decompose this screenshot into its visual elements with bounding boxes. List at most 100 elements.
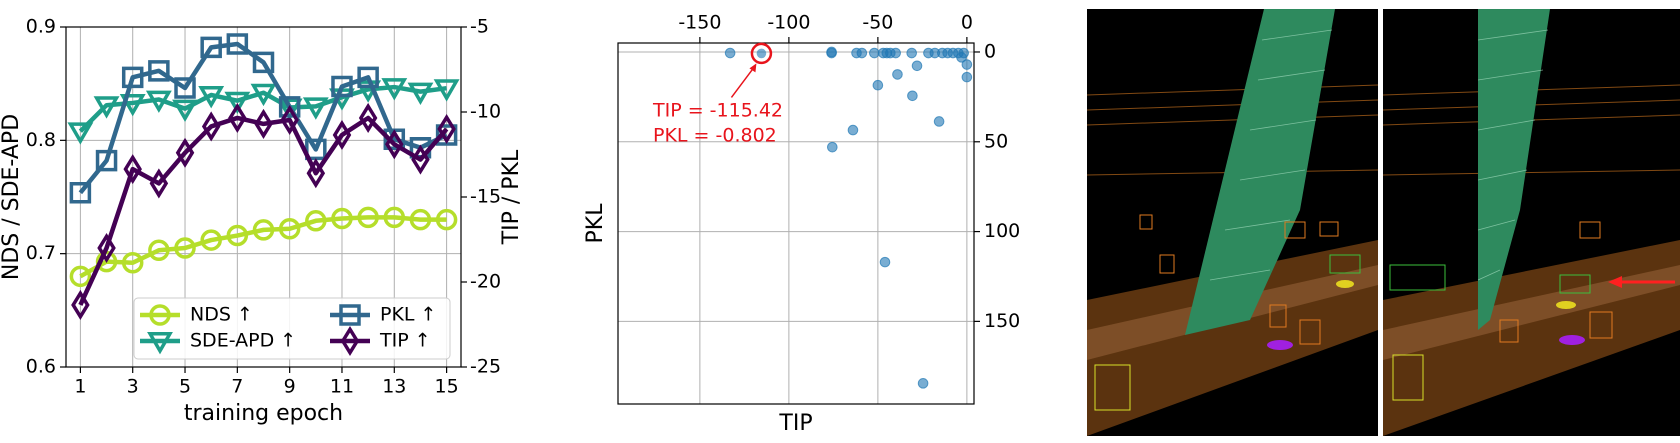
marker <box>175 137 195 168</box>
marker <box>148 60 170 82</box>
marker <box>174 77 196 99</box>
y-tick-label: 0.6 <box>26 356 56 378</box>
x-tick-label: 15 <box>435 376 459 398</box>
marker <box>224 91 251 115</box>
marker <box>358 102 378 133</box>
marker <box>69 182 92 204</box>
marker <box>148 239 170 262</box>
marker <box>172 99 198 122</box>
marker <box>123 154 142 185</box>
image-divider <box>1379 9 1383 436</box>
marker <box>226 224 249 247</box>
point <box>879 256 891 268</box>
y2-tick-label: -5 <box>470 16 489 38</box>
y-axis-label: PKL <box>583 203 608 244</box>
marker <box>95 149 118 172</box>
marker <box>302 97 329 120</box>
point <box>907 90 918 102</box>
plot-frame <box>65 26 462 368</box>
marker <box>357 206 379 229</box>
marker <box>381 78 408 101</box>
y2-tick-label: -25 <box>470 356 501 378</box>
annotation: PKL = -0.802 <box>653 125 777 147</box>
point <box>906 47 918 59</box>
legend-label: SDE-APD ↑ <box>190 330 296 352</box>
marker <box>254 108 273 139</box>
marker <box>119 93 146 117</box>
marker <box>306 158 326 189</box>
point <box>869 47 880 59</box>
marker <box>228 102 247 133</box>
y2-tick-label: -10 <box>470 101 501 123</box>
marker <box>433 79 460 102</box>
legend-label: NDS ↑ <box>190 304 253 326</box>
point <box>890 47 901 59</box>
series-line <box>78 115 449 306</box>
marker <box>93 96 120 119</box>
x-tick-label: 9 <box>284 376 296 398</box>
y2-tick-label: -20 <box>470 271 501 293</box>
marker <box>121 66 144 89</box>
annotation-arrow <box>730 64 757 98</box>
marker <box>278 96 301 118</box>
marker <box>385 129 404 160</box>
marker <box>407 82 434 105</box>
x-tick-label: 0 <box>961 12 973 34</box>
x-tick-label: 5 <box>179 376 191 398</box>
marker <box>97 232 116 264</box>
point <box>933 116 945 127</box>
y-tick-label: 150 <box>984 310 1020 332</box>
x-tick-label: 11 <box>330 376 354 398</box>
plot-frame <box>617 42 975 405</box>
point <box>961 59 973 70</box>
x-tick-label: -50 <box>862 12 893 34</box>
render-left <box>1087 9 1378 436</box>
marker <box>149 168 169 199</box>
x-tick-label: 3 <box>127 376 139 398</box>
marker <box>278 217 301 240</box>
point <box>856 47 868 59</box>
marker <box>71 289 90 320</box>
y2-tick-label: -15 <box>470 186 501 208</box>
marker <box>174 237 196 259</box>
point <box>724 47 736 59</box>
marker <box>409 136 432 159</box>
legend-label: TIP ↑ <box>379 330 431 352</box>
point <box>756 48 767 59</box>
marker <box>200 36 222 59</box>
y2-axis-label: TIP / PKL <box>499 149 524 245</box>
point <box>827 141 838 153</box>
x-tick-label: 1 <box>74 376 86 398</box>
marker <box>435 208 458 231</box>
marker <box>69 265 92 288</box>
x-axis-label: TIP <box>778 411 812 436</box>
annotation-arrowhead <box>749 63 757 73</box>
point <box>917 378 929 389</box>
y-axis-label: NDS / SDE-APD <box>0 114 24 280</box>
y-tick-label: 0.8 <box>26 129 56 151</box>
marker <box>252 219 275 241</box>
y-tick-label: 0.7 <box>26 242 56 264</box>
marker <box>411 144 430 175</box>
marker <box>280 104 299 136</box>
x-axis-label: training epoch <box>184 401 343 426</box>
marker <box>305 210 327 232</box>
marker <box>149 304 171 326</box>
point <box>892 69 903 80</box>
point <box>826 47 837 59</box>
point <box>911 60 923 72</box>
marker <box>67 122 94 145</box>
marker <box>340 325 360 357</box>
y-tick-label: 100 <box>984 220 1020 242</box>
marker <box>226 33 249 55</box>
point <box>872 79 884 91</box>
point <box>847 124 859 136</box>
marker <box>357 66 379 89</box>
marker <box>331 75 353 98</box>
marker <box>145 90 172 113</box>
marker <box>250 83 277 107</box>
marker <box>276 98 303 121</box>
marker <box>121 251 144 274</box>
marker <box>339 304 361 326</box>
